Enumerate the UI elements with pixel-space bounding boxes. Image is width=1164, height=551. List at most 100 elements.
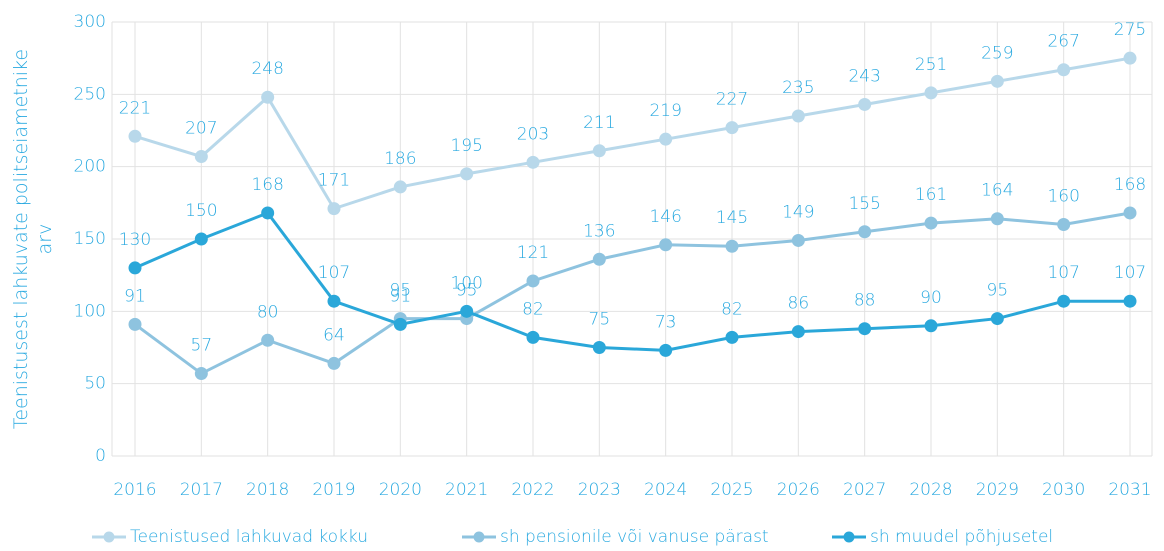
marker <box>592 252 606 266</box>
data-label: 130 <box>119 230 151 250</box>
data-label: 149 <box>782 202 814 222</box>
data-label: 161 <box>915 185 947 205</box>
marker <box>791 233 805 247</box>
data-label: 107 <box>318 263 350 283</box>
marker <box>1057 218 1071 232</box>
y-tick-label: 150 <box>74 229 106 249</box>
x-tick-label: 2029 <box>976 480 1019 500</box>
x-tick-label: 2027 <box>843 480 886 500</box>
marker <box>990 74 1004 88</box>
x-tick-label: 2018 <box>246 480 289 500</box>
x-tick-label: 2031 <box>1108 480 1151 500</box>
data-label: 95 <box>456 281 478 301</box>
y-tick-label: 300 <box>74 12 106 32</box>
x-tick-label: 2019 <box>312 480 355 500</box>
data-label: 73 <box>655 312 677 332</box>
marker <box>128 261 142 275</box>
marker <box>393 317 407 331</box>
marker <box>659 343 673 357</box>
data-label: 248 <box>251 59 283 79</box>
y-axis-title: Teenistusest lahkuvate politseiametnike a… <box>10 49 56 429</box>
x-tick-label: 2025 <box>710 480 753 500</box>
x-tick-label: 2020 <box>379 480 422 500</box>
legend-label: Teenistused lahkuvad kokku <box>130 527 368 547</box>
marker <box>194 232 208 246</box>
marker <box>858 97 872 111</box>
marker <box>1057 63 1071 77</box>
marker <box>460 167 474 181</box>
y-tick-label: 0 <box>95 446 106 466</box>
data-label: 146 <box>649 207 681 227</box>
data-label: 91 <box>124 286 146 306</box>
data-label: 145 <box>716 208 748 228</box>
data-label: 275 <box>1114 20 1146 40</box>
data-label: 100 <box>450 273 482 293</box>
marker <box>261 206 275 220</box>
data-label: 121 <box>517 243 549 263</box>
marker <box>1123 206 1137 220</box>
data-label: 75 <box>589 310 611 330</box>
data-label: 221 <box>119 98 151 118</box>
line <box>134 211 1130 352</box>
y-axis-title-line: Teenistusest lahkuvate politseiametnike <box>10 49 32 429</box>
legend-marker <box>843 531 855 543</box>
marker <box>725 239 739 253</box>
data-label: 90 <box>920 288 942 308</box>
x-tick-label: 2024 <box>644 480 687 500</box>
y-axis-title-line: arv <box>34 224 56 255</box>
data-label: 107 <box>1047 263 1079 283</box>
marker <box>128 129 142 143</box>
y-tick-label: 250 <box>74 84 106 104</box>
data-label: 207 <box>185 119 217 139</box>
data-label: 164 <box>981 181 1013 201</box>
x-tick-label: 2016 <box>113 480 156 500</box>
data-label: 259 <box>981 43 1013 63</box>
data-label: 195 <box>450 136 482 156</box>
data-label: 64 <box>323 325 345 345</box>
marker <box>725 330 739 344</box>
data-label: 88 <box>854 291 876 311</box>
marker <box>393 180 407 194</box>
marker <box>526 330 540 344</box>
line <box>134 211 1131 376</box>
data-label: 243 <box>848 66 880 86</box>
marker <box>924 86 938 100</box>
data-label: 203 <box>517 124 549 144</box>
marker <box>128 317 142 331</box>
marker <box>261 333 275 347</box>
data-label: 107 <box>1114 263 1146 283</box>
data-label: 251 <box>915 55 947 75</box>
legend-label: sh pensionile või vanuse pärast <box>500 527 769 547</box>
x-tick-label: 2017 <box>180 480 223 500</box>
data-label: 219 <box>649 101 681 121</box>
marker <box>659 132 673 146</box>
data-label: 82 <box>721 299 743 319</box>
data-label: 136 <box>583 221 615 241</box>
marker <box>858 225 872 239</box>
marker <box>924 216 938 230</box>
data-label: 160 <box>1047 187 1079 207</box>
data-label: 86 <box>788 294 810 314</box>
marker <box>1057 294 1071 308</box>
data-label: 168 <box>251 175 283 195</box>
marker <box>327 294 341 308</box>
marker <box>791 109 805 123</box>
x-tick-label: 2021 <box>445 480 488 500</box>
data-label: 227 <box>716 90 748 110</box>
x-tick-label: 2026 <box>777 480 820 500</box>
data-label: 168 <box>1114 175 1146 195</box>
data-label: 95 <box>390 281 412 301</box>
y-tick-label: 50 <box>84 374 106 394</box>
marker <box>592 144 606 158</box>
y-tick-label: 100 <box>74 301 106 321</box>
marker <box>924 319 938 333</box>
marker <box>725 121 739 135</box>
marker <box>526 155 540 169</box>
marker <box>990 212 1004 226</box>
marker <box>261 90 275 104</box>
data-label: 155 <box>848 194 880 214</box>
marker <box>1123 51 1137 65</box>
data-label: 235 <box>782 78 814 98</box>
data-label: 267 <box>1047 32 1079 52</box>
